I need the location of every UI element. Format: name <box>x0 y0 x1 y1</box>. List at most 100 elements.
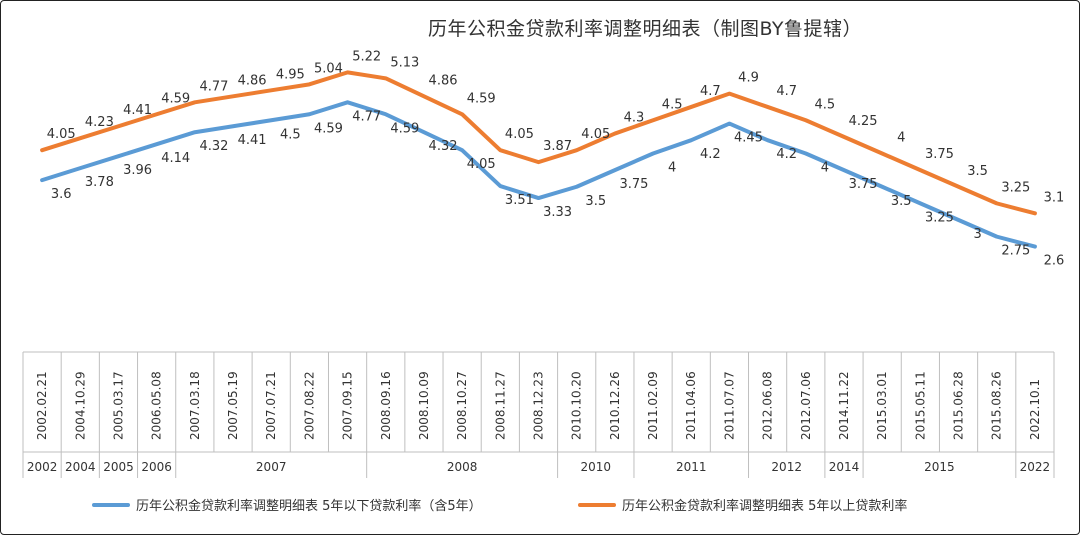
x-tick-label: 2007.03.18 <box>188 371 202 440</box>
data-point <box>651 118 655 122</box>
x-tick-label: 2012.06.08 <box>761 371 775 440</box>
data-label: 4.05 <box>47 127 76 142</box>
x-tick-label: 2007.09.15 <box>341 371 355 440</box>
data-label: 4 <box>821 161 829 176</box>
x-tick-label: 2008.10.09 <box>417 371 431 440</box>
chart-title: 历年公积金贷款利率调整明细表（制图BY鲁提辖） <box>427 18 863 40</box>
year-label: 2006 <box>141 460 172 474</box>
x-tick-label: 2008.09.16 <box>379 371 393 440</box>
data-label: 2.75 <box>1001 244 1030 259</box>
x-tick-label: 2022.10.1 <box>1028 379 1042 440</box>
data-point <box>422 94 426 98</box>
data-point <box>40 178 44 182</box>
data-point <box>880 152 884 155</box>
legend-swatch-blue <box>92 502 130 507</box>
data-point <box>193 130 197 134</box>
chart-legend: 历年公积金贷款利率调整明细表 5年以下贷款利率（含5年） 历年公积金贷款利率调整… <box>0 495 1080 517</box>
data-label: 4.2 <box>700 147 721 162</box>
data-label: 3.5 <box>891 194 912 209</box>
data-point <box>498 184 502 188</box>
data-label: 4.45 <box>734 131 763 146</box>
data-label: 3.96 <box>123 163 152 178</box>
data-point <box>40 148 44 152</box>
legend-item-short-term: 历年公积金贷款利率调整明细表 5年以下贷款利率（含5年） <box>92 495 482 514</box>
data-point <box>842 168 846 172</box>
data-label: 4.32 <box>429 139 458 154</box>
year-label: 2004 <box>65 460 96 474</box>
year-label: 2010 <box>581 460 612 474</box>
data-point <box>613 132 617 136</box>
data-label: 3.75 <box>849 177 878 192</box>
x-tick-label: 2015.08.26 <box>990 371 1004 440</box>
x-tick-label: 2004.10.29 <box>73 371 87 440</box>
data-point <box>995 201 999 205</box>
data-label: 4.77 <box>352 109 381 124</box>
data-label: 5.13 <box>390 55 419 70</box>
x-tick-label: 2007.08.22 <box>302 371 316 440</box>
data-label: 4.7 <box>776 84 797 99</box>
data-label: 3.5 <box>585 194 606 209</box>
legend-item-long-term: 历年公积金贷款利率调整明细表 5年以上贷款利率 <box>578 495 907 514</box>
series-line <box>40 100 1037 249</box>
data-label: 4.05 <box>581 127 610 142</box>
year-label: 2008 <box>447 460 478 474</box>
data-point <box>537 196 540 200</box>
data-point <box>1033 245 1037 249</box>
data-point <box>460 112 464 116</box>
year-label: 2007 <box>256 460 287 474</box>
data-point <box>613 168 617 172</box>
data-label: 3.25 <box>1001 180 1030 195</box>
data-point <box>384 76 388 80</box>
data-label: 3.78 <box>85 175 114 190</box>
data-point <box>537 160 540 164</box>
x-tick-label: 2010.12.26 <box>608 371 622 440</box>
data-point <box>269 88 273 92</box>
x-tick-label: 2008.12.23 <box>532 371 546 440</box>
data-label: 4.41 <box>123 103 152 118</box>
legend-swatch-orange <box>578 502 616 507</box>
x-tick-label: 2005.03.17 <box>111 371 125 440</box>
data-label: 3.51 <box>505 193 534 208</box>
year-label: 2022 <box>1020 460 1051 474</box>
year-label: 2011 <box>676 460 707 474</box>
data-point <box>116 124 120 128</box>
data-label: 4 <box>668 161 676 176</box>
x-tick-label: 2012.07.06 <box>799 371 813 440</box>
data-label: 4.59 <box>161 91 190 106</box>
x-tick-label: 2011.02.09 <box>646 371 660 440</box>
data-label: 4.59 <box>390 121 419 136</box>
data-label: 4.9 <box>738 71 759 86</box>
data-point <box>918 168 922 172</box>
data-label: 4.5 <box>815 97 836 112</box>
data-label: 4.86 <box>238 73 267 88</box>
data-label: 3.5 <box>967 164 988 179</box>
data-label: 4.77 <box>199 79 228 94</box>
data-point <box>575 148 579 152</box>
data-label: 4.23 <box>85 115 114 130</box>
x-tick-label: 2008.10.27 <box>455 371 469 440</box>
data-point <box>155 112 159 116</box>
data-point <box>269 118 273 122</box>
data-point <box>766 105 770 109</box>
data-label: 4.2 <box>776 147 797 162</box>
data-point <box>422 130 426 134</box>
data-label: 5.22 <box>352 49 381 64</box>
data-label: 4.59 <box>314 121 343 136</box>
data-point <box>804 118 808 122</box>
data-label: 4.05 <box>467 157 496 172</box>
data-label: 4.5 <box>280 127 301 142</box>
data-label: 4.05 <box>505 127 534 142</box>
x-tick-label: 2011.04.06 <box>684 371 698 440</box>
data-label: 3.1 <box>1044 190 1065 205</box>
data-label: 4.5 <box>662 97 683 112</box>
data-point <box>727 92 731 96</box>
data-label: 3.6 <box>51 187 72 202</box>
year-label: 2005 <box>103 460 134 474</box>
data-point <box>193 100 197 104</box>
x-tick-label: 2007.07.21 <box>264 371 278 440</box>
data-point <box>689 138 693 142</box>
data-point <box>307 112 311 116</box>
data-point <box>727 122 731 126</box>
data-point <box>78 136 82 140</box>
